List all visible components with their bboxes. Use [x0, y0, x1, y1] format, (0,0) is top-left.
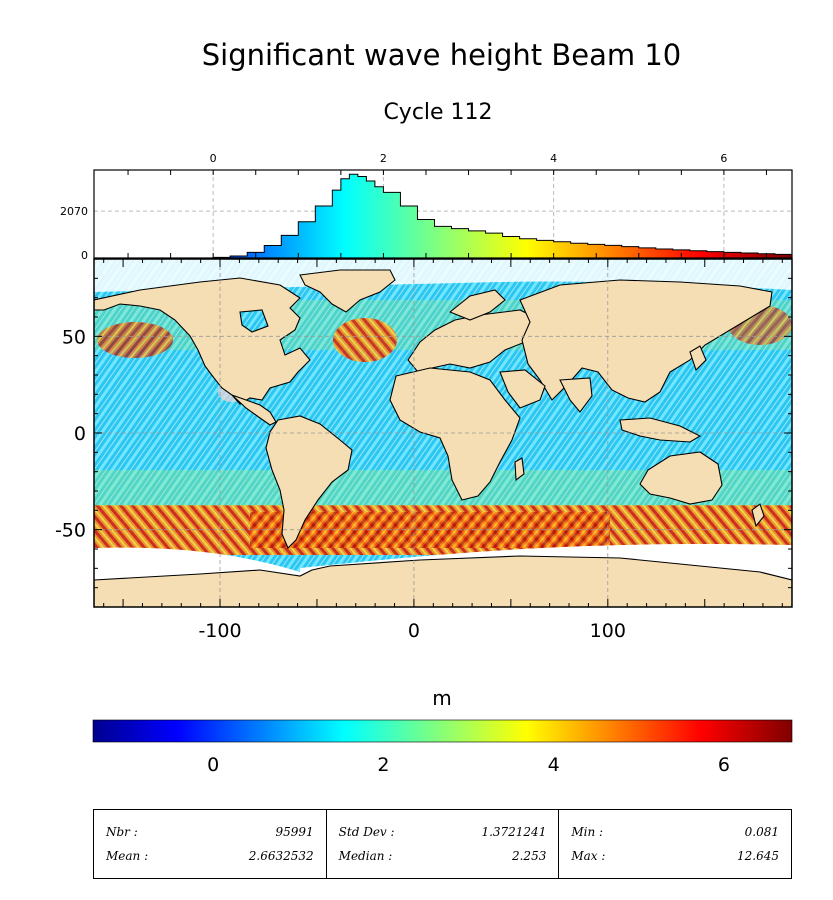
map-y-tick-label: -50 [55, 520, 86, 542]
colorbar-tick-label: 2 [377, 754, 389, 776]
map-grid [94, 259, 792, 607]
min-label: Min : [571, 825, 604, 839]
colorbar-gradient [92, 719, 793, 743]
map-x-tick-label: -100 [198, 620, 241, 642]
arabia [499, 369, 546, 409]
histogram-outline [196, 173, 793, 259]
histogram-y-tick-label: 2070 [60, 205, 88, 218]
scandinavia [448, 289, 506, 321]
map-y-tick-label: 0 [74, 423, 86, 445]
map-y-tick-label: 50 [62, 326, 86, 348]
histogram: 0 2 4 6 0 2070 [60, 152, 793, 262]
histogram-x-tick-label: 0 [210, 152, 217, 165]
land [94, 269, 792, 607]
histogram-border [93, 169, 793, 259]
stats-col-2: Std Dev : 1.3721241 Median : 2.253 [327, 810, 560, 878]
histogram-x-tick-label: 6 [720, 152, 727, 165]
japan [689, 345, 707, 372]
greenland [299, 269, 396, 313]
africa [389, 367, 521, 501]
india [559, 377, 593, 413]
southeast-asia-islands [619, 417, 702, 443]
north-pacific-high-waves [97, 322, 173, 358]
map-x-tick-label: 0 [408, 620, 420, 642]
colorbar-ticks: 0 2 4 6 [207, 754, 730, 776]
madagascar [514, 457, 525, 482]
map-x-tick-label: 100 [590, 620, 626, 642]
hudson-bay [239, 309, 269, 333]
std-value: 1.3721241 [481, 825, 547, 839]
max-label: Max : [571, 849, 606, 863]
histogram-x-tick-label: 4 [550, 152, 557, 165]
stats-col-1: Nbr : 95991 Mean : 2.6632532 [94, 810, 327, 878]
chart-subtitle: Cycle 112 [383, 100, 493, 125]
mean-value: 2.6632532 [248, 849, 314, 863]
central-america [231, 394, 277, 426]
histogram-ticks: 0 2 4 6 0 2070 [60, 152, 767, 262]
median-value: 2.253 [511, 849, 547, 863]
max-value: 12.645 [737, 849, 780, 863]
histogram-x-tick-label: 2 [380, 152, 387, 165]
north-america [94, 277, 311, 405]
nbr-value: 95991 [275, 825, 314, 839]
nbr-label: Nbr : [106, 825, 138, 839]
map-ticks: -100 0 100 50 0 -50 [55, 259, 792, 642]
colorbar-tick-label: 0 [207, 754, 219, 776]
asia [519, 279, 773, 403]
new-zealand [751, 503, 765, 528]
colorbar-label: m [432, 686, 451, 710]
median-label: Median : [338, 849, 393, 863]
australia [639, 451, 723, 505]
stats-col-3: Min : 0.081 Max : 12.645 [559, 810, 791, 878]
chart-title: Significant wave height Beam 10 [201, 38, 682, 72]
colorbar: m 0 2 4 6 [92, 686, 793, 776]
north-atlantic-high-waves [333, 318, 397, 362]
min-value: 0.081 [744, 825, 780, 839]
std-label: Std Dev : [338, 825, 395, 839]
antarctica [94, 555, 792, 607]
histogram-y-tick-label: 0 [81, 249, 88, 262]
mean-label: Mean : [106, 849, 149, 863]
map: -100 0 100 50 0 -50 [55, 258, 793, 642]
colorbar-tick-label: 6 [718, 754, 730, 776]
colorbar-tick-label: 4 [548, 754, 560, 776]
statistics-table: Nbr : 95991 Mean : 2.6632532 Std Dev : 1.37… [93, 809, 792, 879]
